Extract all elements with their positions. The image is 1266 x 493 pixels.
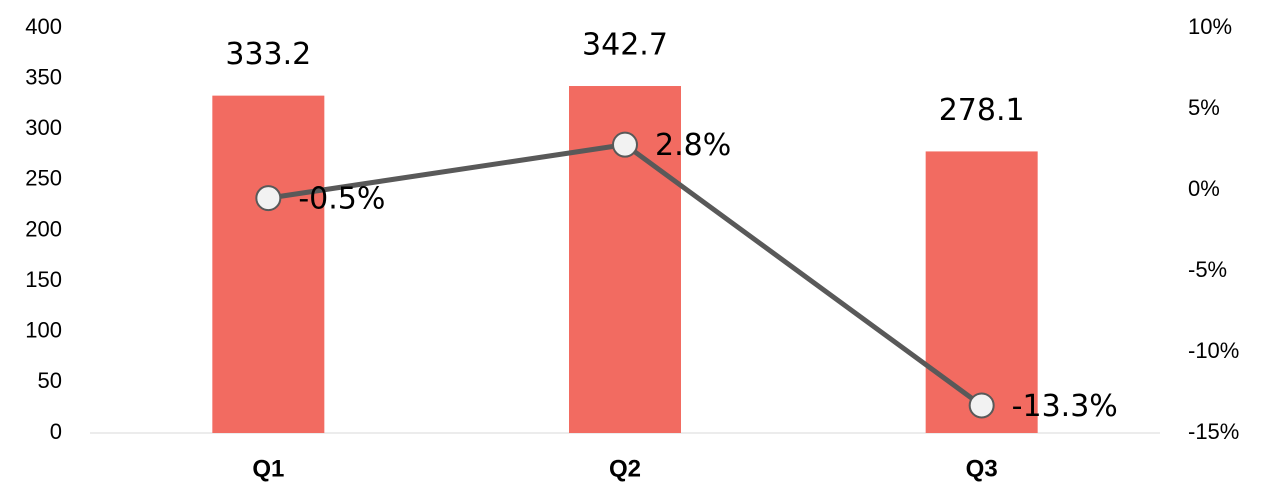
y-tick-label: 200	[25, 216, 62, 241]
y2-tick-label: 0%	[1188, 176, 1220, 201]
y2-tick-label: -15%	[1188, 419, 1239, 444]
x-tick-label: Q2	[609, 455, 641, 482]
bar-value-label: 278.1	[939, 93, 1025, 128]
x-tick-label: Q1	[252, 455, 284, 482]
line-marker	[255, 185, 282, 212]
y-tick-label: 0	[50, 419, 62, 444]
bar	[212, 95, 325, 433]
line-value-label: 2.8%	[655, 128, 731, 163]
y-tick-label: 300	[25, 115, 62, 140]
y-tick-label: 50	[38, 368, 62, 393]
y-tick-label: 100	[25, 318, 62, 343]
bar-value-label: 342.7	[582, 28, 668, 63]
y-tick-label: 350	[25, 64, 62, 89]
y2-tick-label: -10%	[1188, 338, 1239, 363]
line-value-label: -0.5%	[298, 182, 385, 217]
line-marker	[612, 131, 638, 158]
y-tick-label: 400	[25, 14, 62, 39]
y-tick-label: 150	[25, 267, 62, 292]
y2-tick-label: 10%	[1188, 14, 1232, 39]
bar-value-label: 333.2	[225, 37, 311, 72]
y2-tick-label: -5%	[1188, 257, 1227, 282]
bar	[925, 151, 1038, 433]
y-tick-label: 250	[25, 166, 62, 191]
line-value-label: -13.3%	[1012, 389, 1118, 424]
line-marker	[968, 392, 995, 419]
x-tick-label: Q3	[966, 455, 998, 482]
y2-tick-label: 5%	[1188, 95, 1220, 120]
